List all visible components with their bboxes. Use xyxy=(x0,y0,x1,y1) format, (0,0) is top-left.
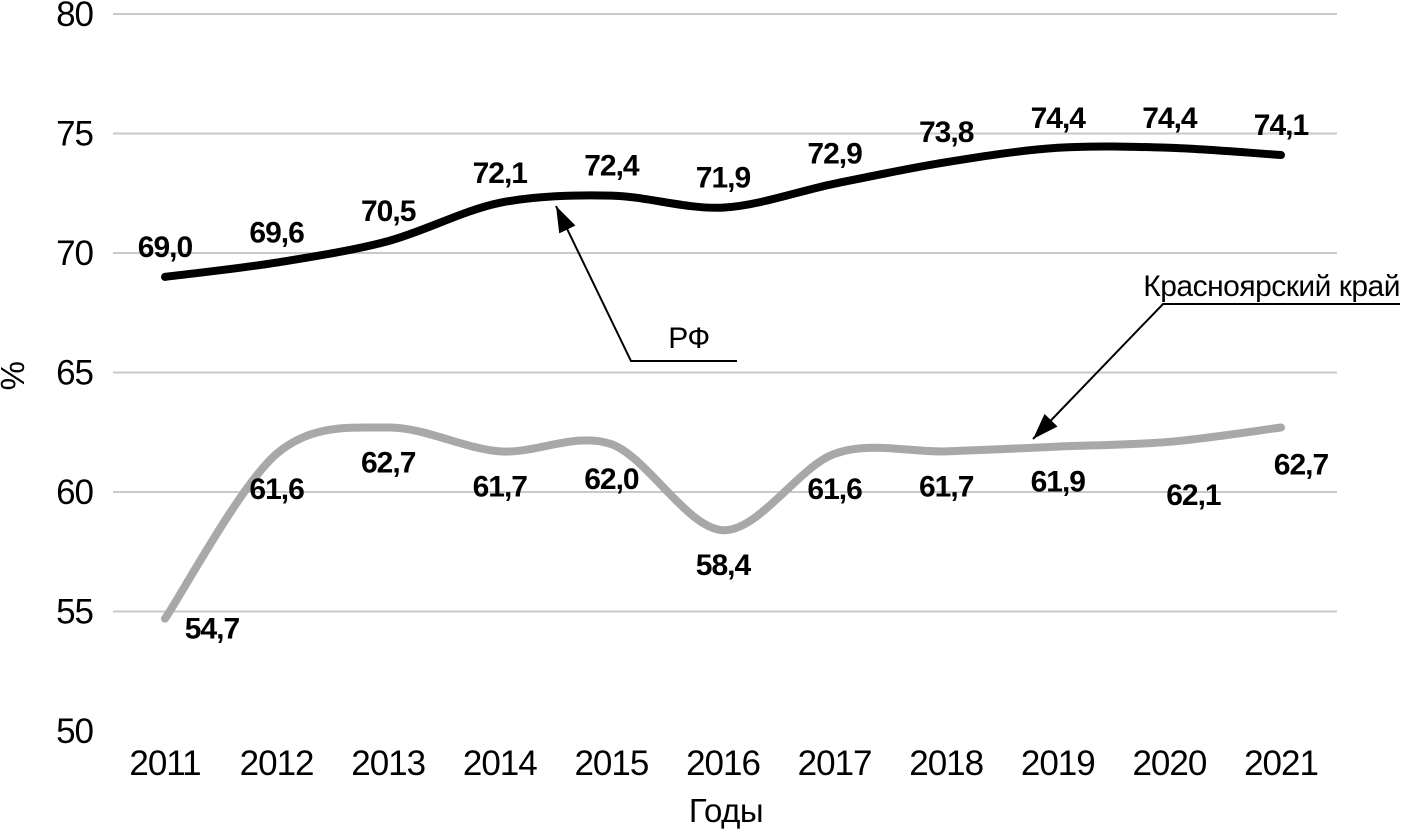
x-tick-label-2018: 2018 xyxy=(909,744,983,783)
rf-point-label-2016: 71,9 xyxy=(696,162,751,195)
rf-point-label-2014: 72,1 xyxy=(473,157,528,190)
x-tick-label-2015: 2015 xyxy=(574,744,648,783)
krasnoyarsk-krai-point-label-2013: 62,7 xyxy=(361,446,416,479)
x-tick-label-2016: 2016 xyxy=(686,744,760,783)
x-tick-label-2019: 2019 xyxy=(1021,744,1095,783)
krasnoyarsk-krai-point-label-2021: 62,7 xyxy=(1274,448,1329,481)
rf-point-label-2012: 69,6 xyxy=(249,217,304,250)
krasnoyarsk-krai-point-label-2018: 61,7 xyxy=(919,470,974,503)
krasnoyarsk-krai-callout-label: Красноярский край xyxy=(1143,270,1400,303)
rf-point-label-2021: 74,1 xyxy=(1254,109,1309,142)
y-tick-label-75: 75 xyxy=(56,115,93,154)
y-tick-label-60: 60 xyxy=(56,473,93,512)
y-tick-label-80: 80 xyxy=(56,0,93,34)
point-label-layer: 69,0 69,6 70,5 72,1 72,4 71,9 72,9 73,8 74,4 74,4… xyxy=(138,102,1330,646)
rf-callout-leader xyxy=(555,205,737,362)
y-tick-label-70: 70 xyxy=(56,234,93,273)
rf-line xyxy=(161,142,1285,281)
x-tick-label-2017: 2017 xyxy=(798,744,872,783)
x-tick-label-2012: 2012 xyxy=(240,744,314,783)
krasnoyarsk-krai-point-label-2020: 62,1 xyxy=(1166,479,1221,512)
x-tick-label-2014: 2014 xyxy=(463,744,537,783)
x-tick-label-2020: 2020 xyxy=(1132,744,1206,783)
krasnoyarsk-krai-point-label-2011: 54,7 xyxy=(185,613,240,646)
krasnoyarsk-krai-callout-arrowhead-icon xyxy=(1033,414,1058,439)
rf-point-label-2018: 73,8 xyxy=(919,116,974,149)
y-tick-label-65: 65 xyxy=(56,354,93,393)
series-layer xyxy=(161,142,1285,623)
krasnoyarsk-krai-point-label-2019: 61,9 xyxy=(1031,466,1086,499)
rf-callout-arrowhead-icon xyxy=(556,206,576,234)
y-tick-label-55: 55 xyxy=(56,593,93,632)
krasnoyarsk-krai-callout-leader xyxy=(1032,303,1400,440)
krasnoyarsk-krai-point-label-2012: 61,6 xyxy=(249,473,304,506)
rf-point-label-2011: 69,0 xyxy=(138,231,193,264)
x-tick-label-2021: 2021 xyxy=(1244,744,1318,783)
krasnoyarsk-krai-line xyxy=(161,423,1285,623)
rf-callout-label: РФ xyxy=(668,322,709,355)
x-tick-label-2013: 2013 xyxy=(351,744,425,783)
krasnoyarsk-krai-point-label-2014: 61,7 xyxy=(473,470,528,503)
krasnoyarsk-krai-point-label-2017: 61,6 xyxy=(807,473,862,506)
rf-point-label-2019: 74,4 xyxy=(1031,102,1087,135)
rf-point-label-2015: 72,4 xyxy=(584,150,640,183)
rf-point-label-2017: 72,9 xyxy=(807,138,862,171)
krasnoyarsk-krai-point-label-2015: 62,0 xyxy=(584,463,639,496)
rf-point-label-2020: 74,4 xyxy=(1142,102,1198,135)
y-axis-title: % xyxy=(0,361,31,390)
x-axis-title: Годы xyxy=(689,792,763,829)
y-tick-label-50: 50 xyxy=(56,712,93,751)
krasnoyarsk-krai-point-label-2016: 58,4 xyxy=(696,549,752,582)
tick-layer: 80 75 70 65 60 55 50 2011 2012 2013 2014 2015 2016 20… xyxy=(56,0,1319,783)
x-tick-label-2011: 2011 xyxy=(129,744,200,783)
rf-point-label-2013: 70,5 xyxy=(361,195,416,228)
callout-layer xyxy=(555,205,1400,440)
